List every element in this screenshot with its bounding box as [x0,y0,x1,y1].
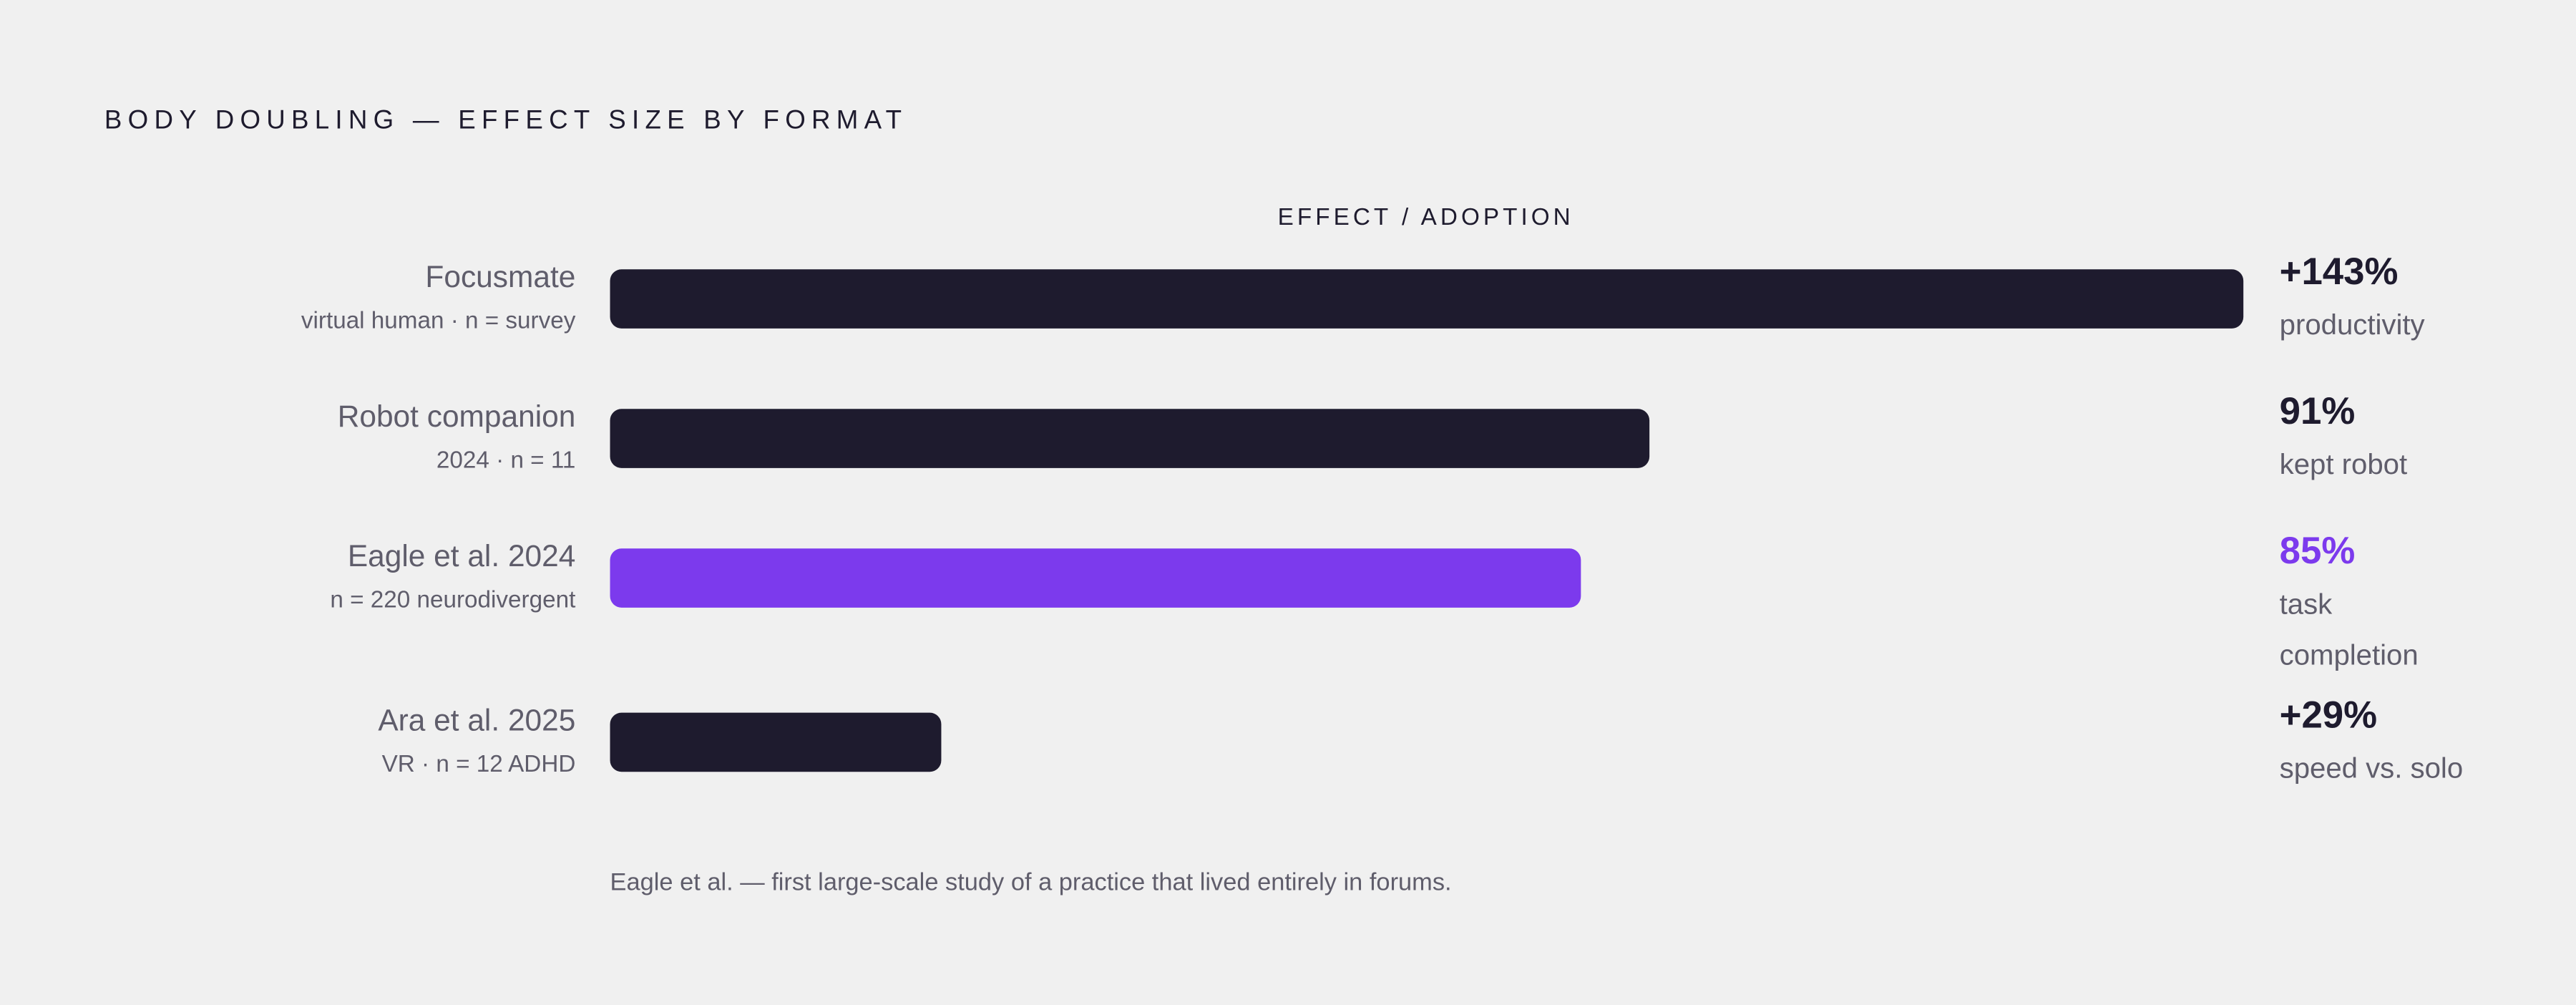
metric-label: kept robot [2280,448,2407,480]
category-sublabel: n = 220 neurodivergent [330,586,575,613]
metric-label: speed vs. solo [2280,752,2464,785]
footnote: Eagle et al. — first large-scale study o… [610,868,1452,895]
bar [610,269,2244,329]
bar [610,409,1650,468]
axis-label: EFFECT / ADOPTION [1278,204,1574,230]
bar [610,712,942,772]
chart-title: BODY DOUBLING — EFFECT SIZE BY FORMAT [104,105,907,134]
value-label: 91% [2280,390,2356,432]
category-label: Ara et al. 2025 [378,704,575,737]
category-label: Focusmate [425,260,575,293]
category-label: Robot companion [338,399,576,433]
metric-label: productivity [2280,309,2425,341]
metric-line: task [2280,588,2333,620]
value-label: +143% [2280,251,2399,293]
bar [610,548,1581,608]
category-sublabel: 2024 · n = 11 [436,447,575,473]
value-label: +29% [2280,694,2377,736]
category-sublabel: VR · n = 12 ADHD [382,751,576,777]
metric-line: completion [2280,639,2419,671]
category-sublabel: virtual human · n = survey [301,307,576,334]
metric-label: task completion [2280,588,2419,671]
category-label: Eagle et al. 2024 [348,539,576,573]
value-label: 85% [2280,530,2356,572]
